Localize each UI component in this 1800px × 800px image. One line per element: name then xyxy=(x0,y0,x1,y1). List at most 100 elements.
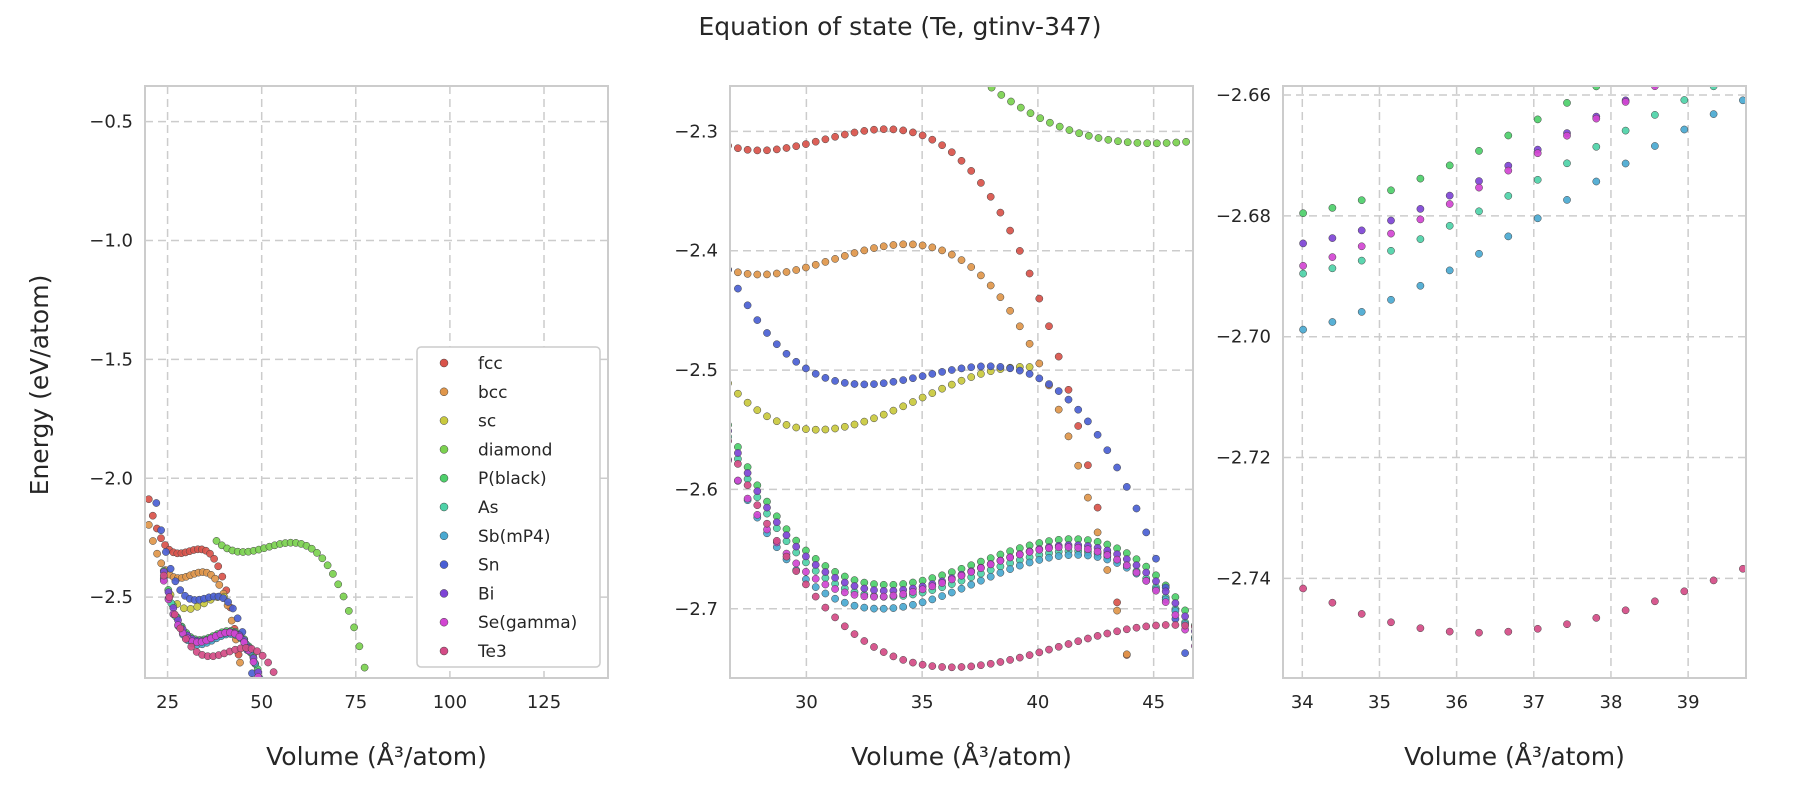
legend-marker xyxy=(439,502,449,512)
data-point-sb-mp4- xyxy=(1015,561,1024,570)
data-point-bcc xyxy=(1074,461,1083,470)
data-point-sc xyxy=(967,373,976,381)
data-point-sn xyxy=(1045,380,1053,388)
data-point-bi xyxy=(1152,577,1160,586)
data-point-fcc xyxy=(821,135,830,144)
data-point-fcc xyxy=(860,127,869,135)
data-point-sn xyxy=(1074,405,1083,414)
data-point-sb-mp4- xyxy=(1475,249,1483,258)
legend-marker xyxy=(439,617,449,627)
data-point-sn xyxy=(224,598,232,606)
data-point-p-black- xyxy=(1270,212,1277,219)
data-point-se-gamma- xyxy=(1241,272,1248,279)
figure-title: Equation of state (Te, gtinv-347) xyxy=(698,12,1102,41)
data-point-se-gamma- xyxy=(1504,166,1513,175)
y-tick-label: −2.4 xyxy=(674,241,718,262)
data-point-se-gamma- xyxy=(811,574,820,583)
data-point-bi xyxy=(1181,612,1189,621)
data-point-fcc xyxy=(986,192,995,201)
data-point-te3 xyxy=(1025,651,1034,659)
data-point-bcc xyxy=(850,249,859,257)
data-point-diamond xyxy=(1075,129,1083,138)
y-axis-label: Energy (eV/atom) xyxy=(25,275,54,496)
data-point-bcc xyxy=(1006,306,1014,315)
data-point-fcc xyxy=(899,126,908,135)
data-point-bcc xyxy=(782,268,791,276)
data-point-bcc xyxy=(1113,606,1121,615)
x-axis-label: Volume (Å³/atom) xyxy=(266,742,487,771)
data-point-sc xyxy=(193,602,202,611)
data-point-diamond xyxy=(1084,131,1093,140)
data-point-se-gamma- xyxy=(909,588,917,596)
data-point-te3 xyxy=(889,652,898,661)
data-point-se-gamma- xyxy=(743,494,752,503)
data-point-as xyxy=(1299,269,1307,278)
data-point-sb-mp4- xyxy=(879,604,888,613)
y-tick-label: −2.7 xyxy=(674,599,718,620)
data-point-bcc xyxy=(763,270,771,279)
data-point-te3 xyxy=(840,622,849,631)
data-point-bcc xyxy=(1122,650,1131,659)
data-point-sb-mp4- xyxy=(1357,308,1366,316)
data-point-te3 xyxy=(986,659,995,668)
data-point-sn xyxy=(1006,364,1014,373)
data-point-se-gamma- xyxy=(986,560,995,569)
data-point-sn xyxy=(157,526,165,535)
data-point-sb-mp4- xyxy=(1563,196,1571,204)
data-point-te3 xyxy=(996,658,1005,666)
data-point-te3 xyxy=(1739,564,1746,573)
data-points xyxy=(1241,86,1746,637)
x-tick-label: 125 xyxy=(527,692,561,713)
data-point-sn xyxy=(977,362,985,371)
data-point-sn xyxy=(1103,446,1112,455)
data-point-sc xyxy=(782,421,791,429)
data-point-sn xyxy=(821,374,830,382)
data-point-fcc xyxy=(967,167,976,175)
y-tick-label: −2.5 xyxy=(89,587,133,608)
data-point-sc xyxy=(180,604,188,613)
data-point-bcc xyxy=(860,246,869,255)
data-point-te3 xyxy=(967,662,976,671)
data-point-sb-mp4- xyxy=(909,600,917,609)
data-point-bcc xyxy=(743,270,752,278)
data-point-se-gamma- xyxy=(1015,550,1024,559)
data-point-te3 xyxy=(181,635,190,643)
data-point-bcc xyxy=(938,246,946,255)
data-point-fcc xyxy=(157,534,165,543)
data-point-se-gamma- xyxy=(977,564,985,572)
data-point-sb-mp4- xyxy=(918,598,927,607)
data-point-bi xyxy=(850,582,859,590)
data-point-sb-mp4- xyxy=(986,572,995,581)
data-point-sc xyxy=(734,389,742,398)
data-point-bcc xyxy=(967,263,976,271)
legend-label: fcc xyxy=(478,354,503,374)
data-point-se-gamma- xyxy=(1533,149,1542,158)
data-point-fcc xyxy=(1045,322,1053,331)
data-point-sb-mp4- xyxy=(850,601,859,610)
data-point-te3 xyxy=(928,662,937,670)
data-point-diamond xyxy=(1162,139,1171,147)
data-point-p-black- xyxy=(1328,204,1337,212)
data-point-fcc xyxy=(831,132,839,141)
data-point-te3 xyxy=(1709,576,1718,585)
data-point-diamond xyxy=(334,580,343,589)
data-point-te3 xyxy=(1171,621,1180,629)
data-point-diamond xyxy=(1104,135,1113,144)
data-point-sn xyxy=(889,377,898,386)
data-point-p-black- xyxy=(1475,147,1483,155)
data-point-as xyxy=(1651,111,1659,119)
data-point-fcc xyxy=(148,511,157,520)
data-point-se-gamma- xyxy=(715,435,722,442)
data-point-bcc xyxy=(802,263,810,272)
data-point-diamond xyxy=(997,91,1006,99)
y-tick-label: −2.74 xyxy=(1216,568,1271,589)
y-tick-label: −2.66 xyxy=(1216,85,1271,106)
data-point-fcc xyxy=(782,144,791,152)
data-point-diamond xyxy=(360,663,369,672)
data-point-se-gamma- xyxy=(235,632,244,641)
data-point-te3 xyxy=(1093,632,1102,640)
data-point-sc xyxy=(772,417,781,426)
data-point-se-gamma- xyxy=(899,590,908,598)
